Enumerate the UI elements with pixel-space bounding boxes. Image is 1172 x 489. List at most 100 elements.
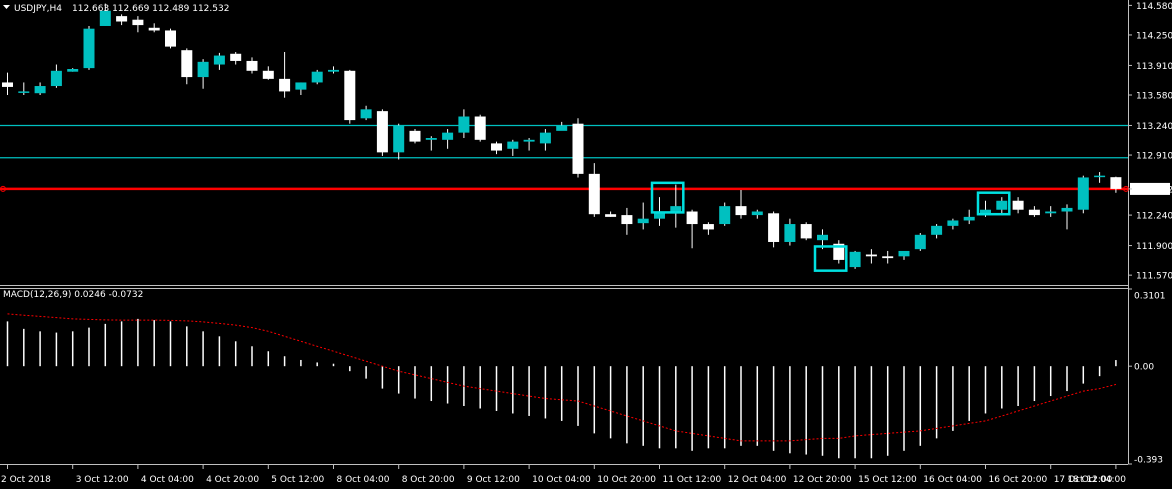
candle-bull [83, 28, 95, 69]
candle-bear [882, 256, 894, 259]
candle-bear [768, 213, 780, 242]
candle-bull [996, 200, 1008, 210]
time-tick-label: 8 Oct 04:00 [337, 475, 390, 485]
price-tick-label: 111.570 [1136, 272, 1172, 282]
candle-bull [556, 125, 568, 131]
time-tick-label: 17 Oct 12:00 [1054, 475, 1113, 485]
time-tick-label: 3 Oct 12:00 [76, 475, 129, 485]
candle-bear [246, 60, 258, 71]
highlight-box-2[interactable] [976, 191, 1011, 216]
candle-bull [1061, 207, 1073, 212]
candle-bull [784, 224, 796, 242]
candle-bull [914, 234, 926, 250]
candle-bull [18, 91, 30, 93]
macd-tick-label: 0.00 [1134, 363, 1154, 373]
price-tick-label: 112.240 [1136, 212, 1172, 222]
time-tick-label: 10 Oct 20:00 [597, 475, 656, 485]
candle-bear [1012, 200, 1024, 210]
candle-bull [99, 10, 111, 26]
candle-bear [148, 27, 160, 31]
time-tick-label: 12 Oct 04:00 [728, 475, 787, 485]
candle-bull [898, 250, 910, 257]
candle-bull [213, 55, 225, 65]
candle-bull [1077, 177, 1089, 210]
candle-bull [328, 69, 339, 72]
candle-bear [735, 206, 747, 216]
macd-signal-line [7, 313, 1117, 442]
candle-bull [637, 218, 649, 224]
candle-bear [865, 254, 877, 257]
candle-bull [458, 116, 470, 133]
price-tick-label: 113.580 [1136, 92, 1172, 102]
time-tick-label: 16 Oct 20:00 [989, 475, 1048, 485]
candle-bear [262, 70, 274, 79]
candle-bull [719, 206, 731, 225]
highlight-boxes [650, 181, 1011, 272]
current-price-label: 112.532 [1136, 185, 1172, 195]
candle-bull [523, 139, 535, 142]
time-tick-label: 4 Oct 20:00 [206, 475, 259, 485]
candle-bear [181, 50, 193, 78]
candle-bear [474, 116, 486, 140]
time-tick-label: 15 Oct 12:00 [858, 475, 917, 485]
candles-layer [2, 3, 1122, 269]
candle-bull [849, 251, 861, 268]
candle-bull [507, 141, 519, 149]
candle-bear [230, 53, 242, 61]
candle-bull [197, 61, 209, 78]
candle-bear [686, 211, 698, 225]
candle-bull [931, 225, 943, 235]
candle-bull [963, 216, 975, 221]
candle-bear [344, 70, 356, 121]
price-tick-label: 113.240 [1136, 122, 1172, 132]
candle-bear [132, 19, 144, 26]
candle-bear [116, 16, 128, 22]
price-tick-label: 111.900 [1136, 242, 1172, 252]
highlight-box-1[interactable] [813, 245, 848, 272]
price-tick-label: 114.580 [1136, 2, 1172, 12]
candle-bull [751, 211, 763, 216]
time-tick-label: 5 Oct 12:00 [271, 475, 324, 485]
macd-tick-label: 0.3101 [1134, 292, 1166, 302]
time-tick-label: 16 Oct 04:00 [923, 475, 982, 485]
candle-bear [605, 214, 617, 217]
candle-bear [800, 224, 812, 239]
candle-bear [572, 123, 584, 174]
candle-bull [34, 86, 46, 94]
candle-bull [442, 132, 454, 140]
price-axis: 114.580 114.250 113.910 113.580 113.240 112.9… [1128, 2, 1172, 282]
candle-bull [67, 69, 79, 72]
ohlc-readout: 112.663 112.669 112.489 112.532 [72, 4, 229, 14]
candle-bear [165, 30, 176, 47]
time-tick-label: 9 Oct 12:00 [467, 475, 520, 485]
time-tick-label: 18 Oct 04:00 [1067, 475, 1126, 485]
candle-bear [491, 143, 502, 151]
time-tick-label: 12 Oct 20:00 [793, 475, 852, 485]
candle-bear [279, 78, 291, 92]
candle-bear [376, 111, 388, 153]
candle-bull [654, 213, 665, 219]
candle-bull [1094, 175, 1106, 178]
price-tick-label: 113.910 [1136, 62, 1172, 72]
candle-bull [50, 70, 62, 87]
candle-bull [1045, 211, 1057, 214]
candle-bear [702, 224, 714, 230]
price-tick-label: 112.910 [1136, 152, 1172, 162]
time-tick-label: 2 Oct 2018 [1, 475, 51, 485]
macd-pane [6, 313, 1117, 459]
current-price-tag [1130, 182, 1170, 195]
price-line-handle-left[interactable] [0, 185, 6, 192]
candle-bear [1110, 177, 1122, 189]
symbol-timeframe: USDJPY,H4 [14, 4, 62, 14]
candle-bull [947, 220, 959, 226]
highlight-box-0[interactable] [650, 181, 685, 214]
candle-bull [980, 209, 991, 214]
time-tick-label: 8 Oct 20:00 [402, 475, 455, 485]
symbol-dropdown-icon[interactable] [3, 5, 10, 9]
candle-bear [2, 82, 13, 87]
time-tick-label: 10 Oct 04:00 [532, 475, 591, 485]
macd-label: MACD(12,26,9) 0.0246 -0.0732 [3, 290, 143, 300]
candle-bull [295, 82, 307, 90]
candle-bull [360, 109, 372, 119]
